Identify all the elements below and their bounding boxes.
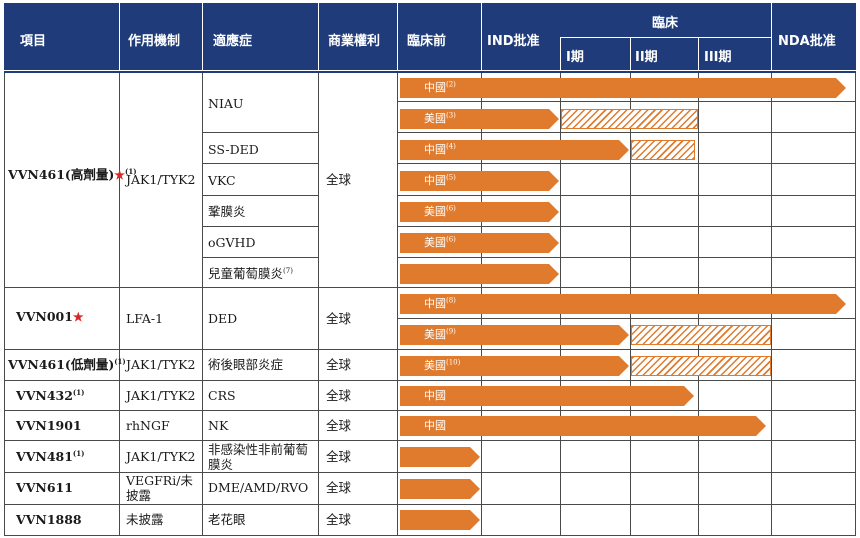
indication-ogvhd: oGVHD (208, 235, 256, 250)
bar-arrowhead (549, 109, 559, 129)
bar-label: 美國(9) (424, 327, 456, 341)
mechanism-vvn001: LFA-1 (126, 311, 164, 326)
bar-arrowhead (549, 202, 559, 222)
planned-stage-hatch (631, 325, 771, 345)
mechanism-vvn1901: rhNGF (126, 418, 170, 433)
stage-bar: 中國(8) (400, 294, 836, 314)
bar-label: 中國(2) (424, 80, 456, 94)
stage-bar: 美國(3) (400, 109, 549, 129)
bar-arrowhead (683, 386, 694, 406)
table-header (4, 3, 856, 70)
bar-arrowhead (756, 416, 767, 436)
indication-vkc: VKC (208, 173, 236, 188)
indication-presbyopia: 老花眼 (208, 512, 246, 527)
bar-label: 中國(8) (424, 296, 456, 310)
bar-label: 中國(5) (424, 173, 456, 187)
stage-bar: 中國(5) (400, 171, 549, 191)
stage-bar (400, 510, 470, 530)
bar-arrowhead (470, 447, 480, 467)
bar-label: 美國(6) (424, 235, 456, 249)
stage-bar (400, 264, 549, 284)
project-vvn481: VVN481(1) (16, 448, 85, 464)
mechanism-vvn461-low: JAK1/TYK2 (126, 357, 196, 372)
header-phase3: III期 (704, 50, 732, 65)
header-rights: 商業權利 (328, 34, 381, 49)
bar-arrowhead (549, 171, 559, 191)
bar-arrowhead (470, 479, 480, 499)
stage-bar: 中國(4) (400, 140, 619, 160)
header-nda: NDA批准 (778, 34, 836, 49)
mechanism-vvn481: JAK1/TYK2 (126, 449, 196, 464)
planned-stage-hatch (561, 109, 698, 129)
indication-nk: NK (208, 418, 229, 433)
indication-scleritis: 鞏膜炎 (208, 204, 246, 219)
header-phase1: I期 (566, 50, 584, 65)
project-vvn461-low: VVN461(低劑量)(1) (8, 356, 126, 372)
rights-vvn1888: 全球 (326, 512, 352, 527)
project-vvn1901: VVN1901 (16, 418, 82, 433)
stage-bar: 美國(6) (400, 202, 549, 222)
rights-vvn1901: 全球 (326, 418, 352, 433)
stage-bar: 中國 (400, 416, 757, 436)
header-phase2: II期 (635, 50, 658, 65)
bar-arrowhead (549, 233, 559, 253)
planned-stage-hatch (631, 356, 771, 376)
header-project: 項目 (20, 34, 47, 49)
project-vvn001: VVN001★ (16, 309, 84, 324)
stage-bar: 美國(6) (400, 233, 549, 253)
mechanism-vvn432: JAK1/TYK2 (126, 388, 196, 403)
bar-label: 美國(3) (424, 111, 456, 125)
indication-dme-amd-rvo: DME/AMD/RVO (208, 480, 309, 495)
bar-arrowhead (470, 510, 480, 530)
header-clinical: 臨床 (652, 16, 679, 31)
planned-stage-hatch (631, 140, 695, 160)
indication-pediatric-uveitis: 兒童葡萄膜炎(7) (208, 266, 293, 281)
header-preclinical: 臨床前 (407, 34, 447, 49)
project-vvn461-high: VVN461(高劑量)★(1) (8, 166, 137, 182)
stage-bar: 中國 (400, 386, 684, 406)
star-icon: ★ (114, 168, 126, 182)
project-vvn432: VVN432(1) (16, 387, 85, 403)
indication-ded: DED (208, 311, 238, 326)
stage-bar (400, 479, 470, 499)
stage-bar: 美國(10) (400, 356, 619, 376)
stage-bar: 中國(2) (400, 78, 836, 98)
rights-vvn432: 全球 (326, 388, 352, 403)
indication-niau: NIAU (208, 96, 244, 111)
bar-label: 美國(6) (424, 204, 456, 218)
indication-crs: CRS (208, 388, 236, 403)
bar-label: 美國(10) (424, 358, 461, 372)
bar-label: 中國 (424, 389, 446, 402)
mechanism-vvn1888: 未披露 (126, 512, 164, 527)
header-ind: IND批准 (487, 34, 540, 49)
mechanism-vvn611: VEGFRi/未披露 (126, 473, 193, 503)
mechanism-vvn461-high: JAK1/TYK2 (126, 172, 196, 187)
bar-arrowhead (619, 325, 629, 345)
project-vvn611: VVN611 (16, 480, 73, 495)
project-vvn1888: VVN1888 (16, 512, 82, 527)
rights-vvn461-high: 全球 (326, 172, 352, 187)
indication-non-infectious-uveitis: 非感染性非前葡萄膜炎 (208, 442, 309, 472)
bar-arrowhead (619, 140, 629, 160)
indication-ss-ded: SS-DED (208, 142, 259, 157)
indication-post-op: 術後眼部炎症 (208, 357, 284, 372)
stage-bar: 美國(9) (400, 325, 619, 345)
bar-label: 中國 (424, 419, 446, 432)
rights-vvn461-low: 全球 (326, 357, 352, 372)
rights-vvn001: 全球 (326, 311, 352, 326)
bar-arrowhead (619, 356, 629, 376)
header-indication: 適應症 (213, 34, 253, 49)
bar-arrowhead (835, 294, 846, 314)
bar-arrowhead (549, 264, 559, 284)
rights-vvn611: 全球 (326, 480, 352, 495)
bar-arrowhead (835, 78, 846, 98)
bar-label: 中國(4) (424, 142, 456, 156)
header-mechanism: 作用機制 (128, 34, 181, 49)
rights-vvn481: 全球 (326, 449, 352, 464)
star-icon: ★ (72, 310, 84, 324)
stage-bar (400, 447, 470, 467)
